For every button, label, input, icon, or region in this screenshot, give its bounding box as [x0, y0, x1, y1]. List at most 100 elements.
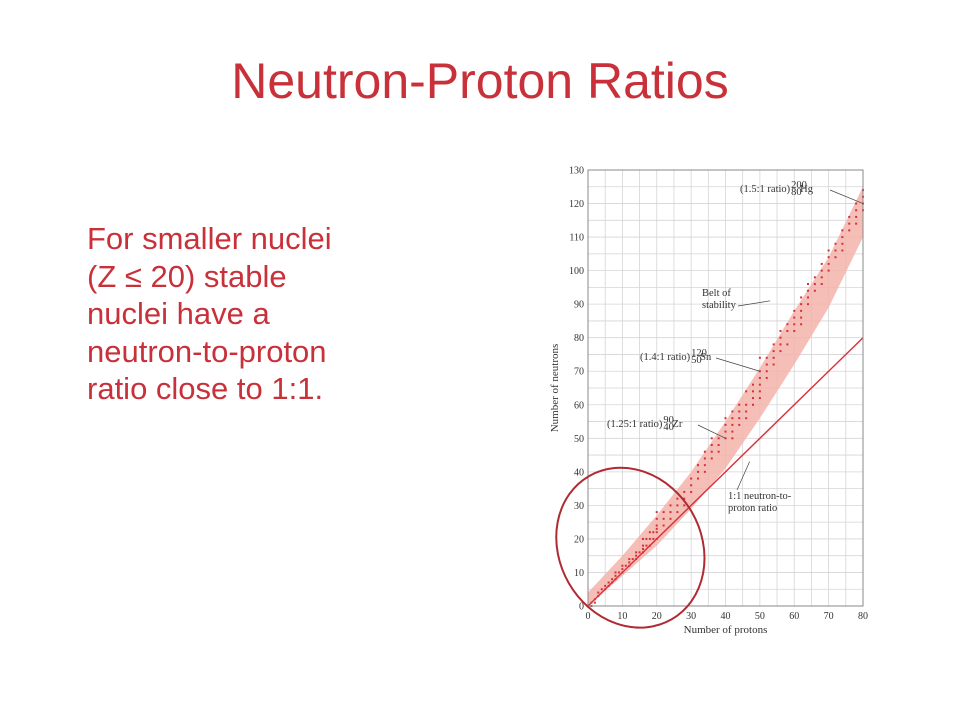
stable-nucleus-point: [655, 524, 658, 527]
stable-nucleus-point: [841, 249, 844, 252]
x-tick-label: 50: [755, 611, 765, 622]
y-tick-label: 30: [574, 501, 584, 512]
y-tick-label: 70: [574, 367, 584, 378]
belt-of-stability-region: [588, 186, 863, 606]
stable-nucleus-point: [848, 215, 851, 218]
stable-nucleus-point: [703, 464, 706, 467]
stable-nucleus-point: [703, 450, 706, 453]
annotation-nuclide: Sn: [700, 352, 712, 363]
stable-nucleus-point: [731, 437, 734, 440]
stable-nucleus-point: [597, 591, 600, 594]
annotation-mass-number: 90: [663, 415, 674, 426]
stable-nucleus-point: [614, 574, 617, 577]
stable-nucleus-point: [642, 537, 644, 540]
y-tick-label: 20: [574, 534, 584, 545]
stable-nucleus-point: [807, 289, 809, 292]
stable-nucleus-point: [848, 229, 851, 232]
stable-nucleus-point: [848, 222, 851, 225]
stable-nucleus-point: [738, 423, 741, 426]
stable-nucleus-point: [611, 581, 614, 584]
stable-nucleus-point: [793, 309, 796, 312]
stable-nucleus-point: [793, 316, 796, 319]
slide-body-text: For smaller nuclei (Z ≤ 20) stable nucle…: [87, 220, 447, 408]
stable-nucleus-point: [676, 511, 679, 514]
stable-nucleus-point: [841, 242, 844, 245]
annotation-atomic-number: 50: [691, 355, 702, 366]
y-tick-label: 10: [574, 568, 584, 579]
chart-container: 0 10 20 30 40 50 60 70 80 0 10 20 30 40 50 60 70 80 90 100 1…: [530, 150, 890, 650]
slide-title: Neutron-Proton Ratios: [231, 53, 729, 109]
stable-nucleus-point: [745, 410, 748, 413]
annotation-leader-line: [737, 300, 771, 307]
stable-nucleus-point: [834, 249, 837, 252]
stable-nucleus-point: [669, 517, 672, 520]
stable-nucleus-point: [786, 329, 789, 332]
stable-nucleus-point: [628, 564, 631, 567]
x-tick-label: 0: [586, 611, 591, 622]
stable-nucleus-point: [820, 276, 823, 279]
stable-nucleus-point: [855, 209, 858, 212]
stable-nucleus-point: [717, 437, 720, 440]
stable-nucleus-point: [834, 256, 837, 259]
stable-nucleus-point: [855, 215, 858, 218]
stable-nucleus-point: [607, 581, 610, 584]
stable-nucleus-point: [731, 410, 734, 413]
annotation-label: (1.5:1 ratio): [740, 184, 791, 195]
stable-nucleus-point: [800, 303, 803, 306]
annotation-label: (1.4:1 ratio): [640, 352, 691, 363]
stable-nucleus-point: [813, 283, 816, 286]
stable-nucleus-point: [724, 430, 727, 433]
stable-nucleus-point: [655, 517, 658, 520]
stable-nucleus-point: [703, 470, 706, 473]
stable-nucleus-point: [758, 390, 761, 393]
y-tick-label: 120: [569, 199, 584, 210]
stable-nucleus-point: [827, 262, 830, 265]
tick-labels: 0 10 20 30 40 50 60 70 80 0 10 20 30 40 50 60 70 80 90 100 1…: [569, 166, 868, 623]
stable-nucleus-point: [820, 262, 823, 265]
stable-nucleus-point: [800, 296, 803, 299]
body-line: neutron-to-proton: [87, 333, 327, 369]
stable-nucleus-point: [827, 249, 830, 252]
y-tick-label: 0: [579, 602, 584, 613]
stable-nucleus-point: [690, 490, 693, 493]
stable-nucleus-point: [662, 517, 665, 520]
stable-nucleus-point: [697, 470, 699, 473]
stable-nucleus-point: [752, 383, 754, 386]
body-line: nuclei have a: [87, 296, 270, 331]
stable-nucleus-point: [772, 363, 775, 366]
stable-nucleus-point: [724, 423, 727, 426]
stable-nucleus-point: [621, 571, 624, 574]
annotation-label: 1:1 neutron-to-: [728, 491, 792, 502]
stable-nucleus-point: [614, 571, 617, 574]
stable-nucleus-point: [676, 504, 679, 507]
highlight-circle: [555, 466, 706, 629]
stable-nucleus-point: [800, 323, 803, 326]
stable-nucleus-point: [724, 417, 727, 420]
stable-nucleus-point: [738, 403, 741, 406]
stable-nucleus-point: [793, 329, 796, 332]
x-axis-label: Number of protons: [684, 624, 768, 636]
stable-nucleus-point: [645, 537, 648, 540]
neutron-proton-chart: 0 10 20 30 40 50 60 70 80 0 10 20 30 40 50 60 70 80 90 100 1…: [549, 166, 868, 637]
stable-nucleus-point: [662, 511, 665, 514]
y-tick-label: 110: [569, 233, 584, 244]
stable-nucleus-point: [621, 568, 624, 571]
stable-nucleus-point: [772, 350, 775, 353]
stable-nucleus-point: [683, 490, 686, 493]
stable-nucleus-point: [758, 397, 761, 400]
stable-nucleus-point: [800, 316, 803, 319]
stable-nucleus-point: [635, 554, 638, 557]
stable-nucleus-point: [648, 531, 651, 534]
stable-nucleus-point: [628, 561, 631, 564]
annotation-label: (1.25:1 ratio): [607, 419, 663, 430]
y-tick-label: 50: [574, 434, 584, 445]
x-tick-label: 10: [617, 611, 627, 622]
stable-nucleus-point: [779, 343, 782, 346]
stable-nucleus-point: [855, 202, 858, 205]
stable-nucleus-point: [690, 484, 693, 487]
annotation-leader-line: [697, 424, 726, 439]
